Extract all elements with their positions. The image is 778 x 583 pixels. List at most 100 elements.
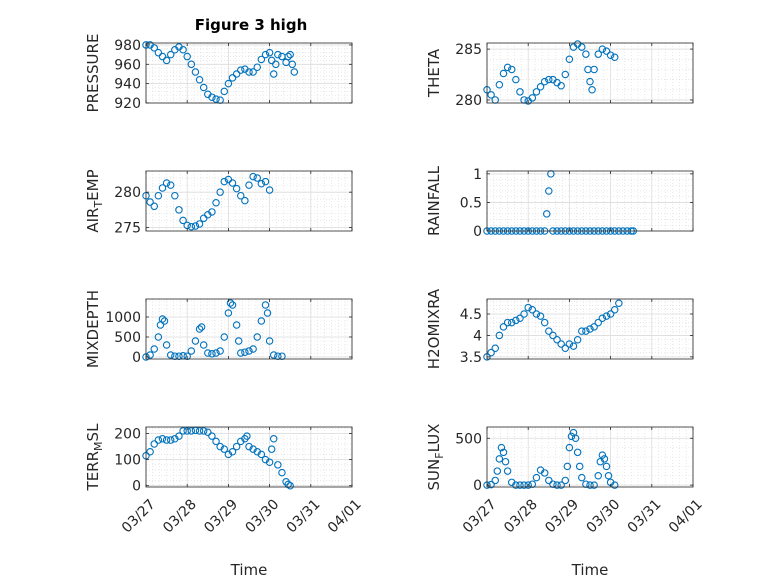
axes-box [486,42,694,104]
data-point [166,351,175,359]
subplot-grid: 920 940 960 980 PRESSURE 280 285 THETA 275 280 AIR… [84,34,706,579]
axes-box [145,42,353,104]
data-point [226,299,235,307]
data-point [557,481,565,489]
data-point [232,442,241,451]
data-point [545,187,553,195]
data-point [491,344,499,353]
data-point [195,220,204,228]
axes-box [145,426,353,488]
x-tick-label: 03/30 [242,496,282,536]
y-tick-label: 285 [455,42,482,58]
data-point [195,325,204,333]
data-point [269,434,278,443]
data-point [288,60,297,69]
y-tick-label: 1000 [105,310,141,326]
data-point [175,206,183,214]
data-point [146,198,154,206]
data-point [532,310,541,318]
y-axis-label-subscript: M [92,441,105,451]
x-tick-label: 03/31 [284,496,324,536]
data-point [171,191,179,200]
data-point [561,344,570,353]
data-point [245,347,253,355]
y-tick-label: 280 [114,185,141,201]
subplot-4: 0 0.5 1 RAINFALL [425,165,694,240]
data-point [528,94,537,102]
data-point [520,310,528,318]
data-point [588,86,596,94]
y-tick-label: 0.5 [460,195,482,211]
data-point [195,427,204,435]
subplot-6: 3.5 4 4.5 H2OMIXRA [425,288,694,369]
data-point [545,476,553,485]
data-point [257,317,266,325]
subplot-7: 0 100 200 03/27 03/28 03/29 03/30 03/31 04/01 Tim… [84,423,365,579]
data-point [286,50,294,59]
data-point [224,79,233,88]
data-point [606,51,615,59]
data-point [503,467,512,475]
data-point [598,314,607,323]
y-axis-label: MIXDEPTH [84,290,102,368]
data-point [158,434,167,443]
data-point [183,52,191,61]
data-point [602,312,611,320]
data-point [257,450,266,459]
data-point [179,427,187,435]
data-point [586,481,594,489]
y-axis-label-part: LUX [425,424,443,453]
data-point [290,68,299,76]
data-point [253,63,261,71]
y-tick-label: 4 [473,328,482,344]
data-point [212,95,220,103]
data-point [187,223,196,231]
data-point [507,65,516,74]
data-point [565,55,574,64]
data-point [228,179,237,187]
data-point [567,432,576,441]
axes-box [145,170,353,232]
data-point [524,481,532,489]
data-point [501,457,510,466]
data-point [249,172,257,181]
data-point [487,480,495,489]
data-point [602,462,611,471]
data-point [191,68,200,76]
axes-box [145,298,353,360]
data-point [542,210,551,218]
data-point [249,68,257,76]
y-axis-label: THETA [425,48,443,98]
data-point [594,471,602,480]
data-point [532,88,541,96]
data-point [610,53,619,61]
axes-box [486,426,694,488]
data-point [245,68,253,76]
data-point [512,481,520,489]
data-point [243,432,251,440]
data-point [516,88,524,96]
x-tick-label: 03/29 [542,496,582,536]
data-point [267,56,276,65]
data-point [216,188,224,196]
data-point [212,349,220,357]
data-point [216,347,224,355]
data-point [615,299,623,308]
data-point [540,77,549,86]
data-point [507,318,516,327]
data-point [241,196,249,205]
data-point [575,462,584,471]
data-point [520,481,528,489]
data-point [491,476,499,485]
y-tick-label: 3.5 [460,350,482,366]
subplot-8: 0 500 03/27 03/28 03/29 03/30 03/31 04/01 Time SU… [425,424,706,579]
data-point [208,432,216,440]
data-point [253,333,261,341]
data-point [495,80,504,89]
data-point [249,345,257,353]
data-point [199,83,208,92]
data-point [269,70,278,78]
data-point [563,462,572,471]
data-point [586,77,594,86]
data-point [495,455,504,463]
